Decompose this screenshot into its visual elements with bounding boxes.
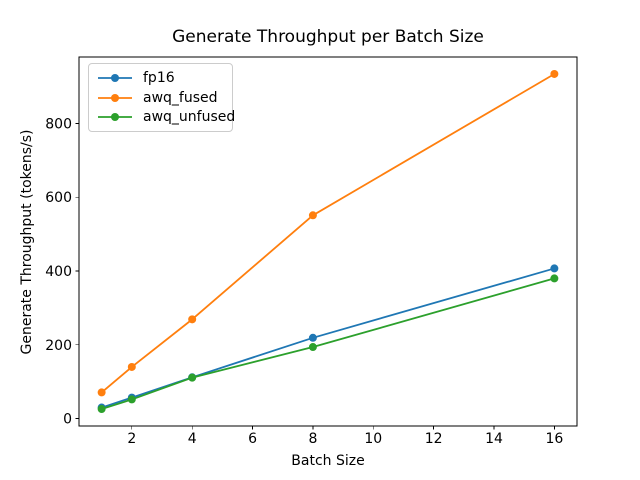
svg-text:16: 16: [545, 431, 563, 447]
x-axis-label: Batch Size: [291, 453, 365, 469]
chart-title: Generate Throughput per Batch Size: [172, 27, 484, 47]
y-axis-label: Generate Throughput (tokens/s): [19, 129, 35, 355]
svg-text:800: 800: [45, 116, 72, 132]
legend-label-awq-fused: awq_fused: [143, 89, 218, 106]
svg-text:0: 0: [63, 412, 72, 428]
legend-item-awq-fused: awq_fused: [97, 88, 224, 108]
svg-text:6: 6: [248, 431, 257, 447]
legend-item-awq-unfused: awq_unfused: [97, 107, 235, 127]
legend-line-marker-icon: [98, 73, 132, 82]
svg-text:12: 12: [425, 431, 443, 447]
legend: fp16 awq_fused awq_unfused: [88, 63, 235, 132]
legend-line-marker-icon: [98, 113, 132, 122]
legend-line-marker-icon: [98, 93, 132, 102]
svg-text:4: 4: [188, 431, 197, 447]
legend-label-awq-unfused: awq_unfused: [143, 109, 236, 126]
svg-text:8: 8: [308, 431, 317, 447]
svg-text:400: 400: [45, 264, 72, 280]
svg-text:10: 10: [364, 431, 382, 447]
svg-text:200: 200: [45, 338, 72, 354]
legend-item-fp16: fp16: [97, 68, 224, 88]
svg-text:600: 600: [45, 190, 72, 206]
svg-text:2: 2: [127, 431, 136, 447]
svg-text:14: 14: [485, 431, 503, 447]
legend-label-fp16: fp16: [143, 69, 175, 86]
